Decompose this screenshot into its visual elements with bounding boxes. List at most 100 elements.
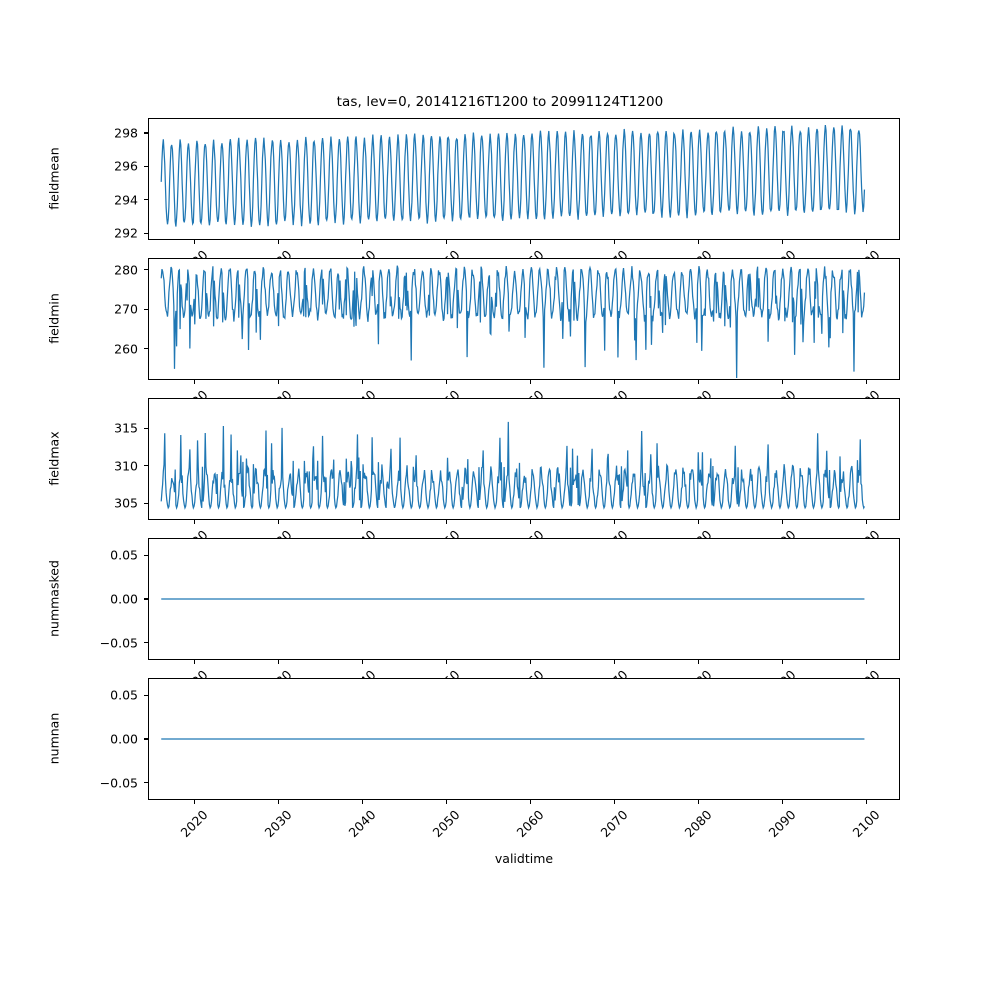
y-tick-label: 0.00 — [110, 591, 138, 607]
y-tick-mark — [144, 554, 148, 556]
y-axis-label-numnan: numnan — [46, 712, 62, 765]
x-tick-label: 2080 — [676, 527, 715, 538]
y-axis-label-fieldmean: fieldmean — [46, 147, 62, 210]
x-tick-mark — [277, 240, 279, 244]
series-fieldmax — [160, 421, 866, 511]
y-axis-label-fieldmin: fieldmin — [46, 293, 62, 344]
y-tick-mark — [144, 427, 148, 429]
y-tick-label: 315 — [114, 420, 138, 436]
x-tick-mark — [277, 520, 279, 524]
y-tick-mark — [144, 132, 148, 134]
x-tick-mark — [361, 380, 363, 384]
series-line-fieldmin — [160, 265, 866, 378]
x-tick-mark — [529, 520, 531, 524]
x-tick-label: 2060 — [508, 387, 547, 398]
y-axis-label-fieldmax: fieldmax — [46, 431, 62, 486]
y-tick-mark — [144, 199, 148, 201]
y-tick-label: 270 — [114, 301, 138, 317]
x-tick-label: 2050 — [424, 247, 463, 258]
x-tick-label: 2100 — [844, 667, 883, 678]
x-tick-label: 2090 — [760, 527, 799, 538]
x-tick-label: 2090 — [760, 387, 799, 398]
y-tick-mark — [144, 269, 148, 271]
x-tick-mark — [865, 240, 867, 244]
x-tick-label: 2030 — [256, 667, 295, 678]
panel-fieldmax — [148, 398, 900, 520]
x-tick-band: 2020 2030 2040 2050 2060 2070 2080 2090 2100 — [0, 520, 1000, 538]
x-tick-mark — [529, 380, 531, 384]
x-tick-label: 2030 — [256, 527, 295, 538]
x-tick-label: 2090 — [760, 247, 799, 258]
x-tick-label: 2090 — [765, 807, 799, 841]
x-tick-label: 2040 — [345, 807, 379, 841]
series-numnan — [161, 738, 865, 740]
x-tick-mark — [193, 520, 195, 524]
x-tick-mark — [193, 800, 195, 804]
x-tick-label: 2040 — [340, 247, 379, 258]
x-tick-label: 2080 — [676, 247, 715, 258]
x-tick-mark — [697, 520, 699, 524]
x-tick-label: 2070 — [597, 807, 631, 841]
x-tick-mark — [697, 380, 699, 384]
x-tick-mark — [781, 800, 783, 804]
x-tick-band: 2020 2030 2040 2050 2060 2070 2080 2090 2100 — [0, 240, 1000, 258]
x-tick-label: 2050 — [429, 807, 463, 841]
x-tick-mark — [865, 660, 867, 664]
x-tick-mark — [781, 660, 783, 664]
y-tick-mark — [144, 232, 148, 234]
x-tick-label: 2020 — [172, 667, 211, 678]
y-tick-mark — [144, 165, 148, 167]
x-tick-mark — [529, 660, 531, 664]
x-tick-label: 2060 — [513, 807, 547, 841]
y-tick-mark — [144, 502, 148, 504]
x-tick-mark — [697, 800, 699, 804]
x-tick-label: 2050 — [424, 667, 463, 678]
x-tick-mark — [865, 380, 867, 384]
x-tick-mark — [865, 520, 867, 524]
x-tick-label: 2070 — [592, 247, 631, 258]
x-tick-mark — [697, 240, 699, 244]
x-tick-mark — [445, 520, 447, 524]
x-tick-label: 2060 — [508, 247, 547, 258]
x-tick-label: 2060 — [508, 667, 547, 678]
x-tick-mark — [445, 240, 447, 244]
x-tick-label: 2090 — [760, 667, 799, 678]
y-tick-label: −0.05 — [99, 775, 138, 791]
y-tick-label: 260 — [114, 341, 138, 357]
y-tick-label: 280 — [114, 262, 138, 278]
x-tick-label: 2100 — [844, 527, 883, 538]
y-tick-mark — [144, 598, 148, 600]
x-tick-label: 2070 — [592, 667, 631, 678]
x-tick-mark — [781, 520, 783, 524]
series-line-fieldmax — [160, 421, 866, 511]
y-tick-mark — [144, 465, 148, 467]
x-tick-mark — [865, 800, 867, 804]
x-tick-mark — [613, 380, 615, 384]
x-tick-label: 2070 — [592, 387, 631, 398]
x-tick-mark — [193, 380, 195, 384]
y-tick-label: 310 — [114, 458, 138, 474]
x-tick-mark — [613, 520, 615, 524]
x-tick-mark — [193, 240, 195, 244]
x-tick-band: 2020 2030 2040 2050 2060 2070 2080 2090 2100 — [0, 660, 1000, 678]
y-tick-mark — [144, 782, 148, 784]
series-fieldmean — [160, 125, 866, 227]
x-axis-label: validtime — [494, 851, 554, 866]
y-tick-label: 0.05 — [110, 687, 138, 703]
x-tick-mark — [361, 800, 363, 804]
y-axis-label-nummasked: nummasked — [46, 560, 62, 637]
panel-numnan — [148, 678, 900, 800]
series-nummasked — [161, 598, 865, 600]
series-fieldmin — [160, 265, 866, 378]
x-tick-mark — [613, 660, 615, 664]
x-tick-label: 2060 — [508, 527, 547, 538]
x-tick-mark — [445, 660, 447, 664]
y-tick-mark — [144, 738, 148, 740]
x-tick-band: 2020 2030 2040 2050 2060 2070 2080 2090 2100 — [0, 800, 1000, 870]
x-tick-mark — [697, 660, 699, 664]
x-tick-mark — [445, 800, 447, 804]
series-line-fieldmean — [160, 125, 866, 227]
panel-fieldmean — [148, 118, 900, 240]
x-tick-label: 2080 — [676, 667, 715, 678]
x-tick-mark — [277, 380, 279, 384]
